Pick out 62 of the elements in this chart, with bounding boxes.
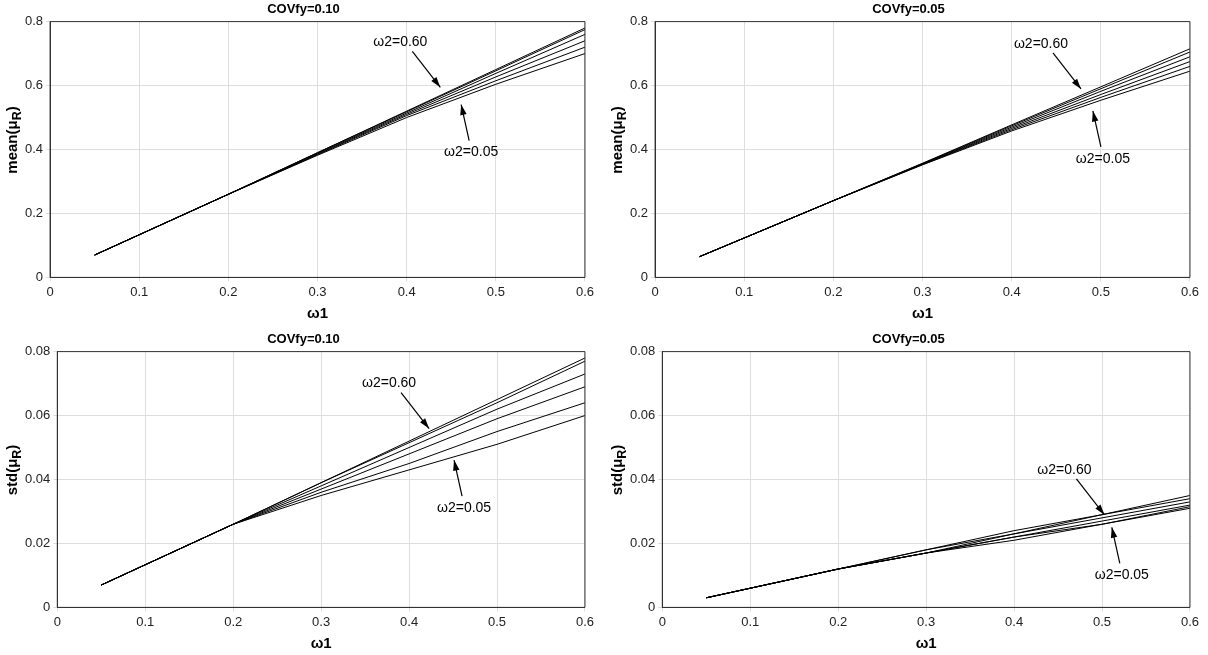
x-tick-label: 0.3 (308, 283, 327, 299)
x-tick-label: 0.3 (312, 613, 331, 629)
x-tick-label: 0.4 (397, 283, 416, 299)
y-tick-label: 0.06 (24, 407, 51, 423)
annotation: ω2=0.60 (361, 374, 417, 391)
y-tick-label: 0.2 (24, 205, 44, 221)
x-tick-label: 0.5 (487, 613, 507, 629)
annotation: ω2=0.60 (1013, 34, 1069, 51)
x-tick-label: 0.1 (130, 283, 149, 299)
chart-title: COVfy=0.10 (267, 331, 340, 347)
y-tick-label: 0.4 (24, 141, 44, 157)
x-tick-label: 0.4 (1005, 613, 1024, 629)
x-tick-label: 0.3 (913, 283, 932, 299)
y-tick-label: 0.4 (629, 141, 649, 157)
x-tick-label: 0.5 (486, 283, 505, 299)
y-tick-label: 0 (35, 268, 44, 284)
x-tick-label: 0.5 (1092, 613, 1112, 629)
y-tick-label: 0.04 (24, 471, 51, 487)
x-tick-label: 0.2 (824, 283, 843, 299)
x-tick-label: 0.3 (917, 613, 936, 629)
annotation: ω2=0.05 (1075, 149, 1131, 166)
x-tick-label: 0.2 (219, 283, 238, 299)
y-tick-label: 0.08 (24, 343, 51, 359)
y-tick-label: 0.06 (629, 407, 656, 423)
x-tick-label: 0.1 (735, 283, 754, 299)
x-axis-title: ω1 (912, 304, 934, 322)
x-tick-label: 0.4 (400, 613, 419, 629)
annotation: ω2=0.60 (373, 33, 428, 50)
y-tick-label: 0.6 (24, 77, 44, 93)
y-tick-label: 0 (43, 598, 51, 614)
x-tick-label: 0.2 (224, 613, 243, 629)
x-axis-title: ω1 (310, 634, 332, 652)
x-tick-label: 0.4 (1002, 283, 1021, 299)
x-tick-label: 0 (658, 613, 666, 629)
y-tick-label: 0 (648, 598, 656, 614)
chart-title: COVfy=0.05 (872, 1, 945, 17)
y-tick-label: 0.02 (629, 535, 656, 551)
annotation: ω2=0.05 (436, 498, 492, 515)
x-tick-label: 0.5 (1091, 283, 1110, 299)
chart-title: COVfy=0.05 (872, 331, 945, 347)
x-tick-label: 0.1 (741, 613, 760, 629)
chart-title: COVfy=0.10 (267, 1, 340, 17)
x-tick-label: 0.6 (575, 613, 594, 629)
y-tick-label: 0.08 (629, 343, 656, 359)
x-tick-label: 0.6 (575, 283, 594, 299)
x-axis-title: ω1 (915, 634, 937, 652)
x-tick-label: 0.6 (1180, 283, 1199, 299)
y-tick-label: 0.8 (629, 13, 649, 29)
x-tick-label: 0.1 (136, 613, 155, 629)
y-tick-label: 0.6 (629, 77, 649, 93)
annotation: ω2=0.05 (444, 143, 499, 160)
y-tick-label: 0 (640, 268, 649, 284)
annotation: ω2=0.60 (1037, 460, 1092, 477)
y-tick-label: 0.02 (24, 535, 51, 551)
annotation: ω2=0.05 (1094, 566, 1150, 583)
x-tick-label: 0 (53, 613, 61, 629)
y-tick-label: 0.8 (24, 13, 44, 29)
y-tick-label: 0.2 (629, 205, 649, 221)
y-tick-label: 0.04 (629, 471, 656, 487)
x-tick-label: 0.2 (829, 613, 848, 629)
x-axis-title: ω1 (307, 304, 329, 322)
x-tick-label: 0.6 (1180, 613, 1199, 629)
